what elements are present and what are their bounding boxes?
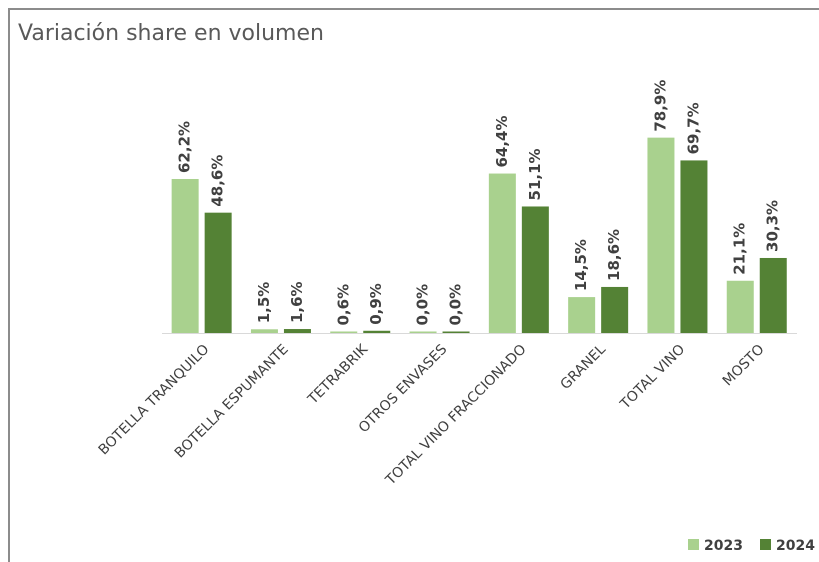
data-label: 78,9% bbox=[651, 80, 669, 132]
legend-swatch bbox=[688, 539, 699, 550]
bar bbox=[330, 331, 358, 333]
bar bbox=[488, 173, 516, 333]
bar bbox=[759, 257, 787, 333]
legend-swatch bbox=[760, 539, 771, 550]
data-label: 1,5% bbox=[255, 282, 273, 324]
data-label: 69,7% bbox=[684, 102, 702, 154]
bar bbox=[283, 329, 311, 333]
data-label: 21,1% bbox=[731, 223, 749, 275]
data-label: 0,0% bbox=[414, 284, 432, 326]
x-tick-label: TETRABRIK bbox=[304, 341, 371, 408]
bar bbox=[568, 297, 596, 333]
legend-label: 2023 bbox=[704, 538, 743, 554]
bar bbox=[171, 178, 199, 333]
data-label: 64,4% bbox=[493, 115, 511, 167]
data-label: 62,2% bbox=[176, 121, 194, 173]
data-label: 0,9% bbox=[367, 283, 385, 325]
bar bbox=[409, 331, 437, 333]
x-tick-label: TOTAL VINO bbox=[617, 342, 688, 413]
bar bbox=[250, 329, 278, 333]
bar bbox=[442, 331, 470, 333]
data-label: 51,1% bbox=[526, 148, 544, 200]
x-tick-label: GRANEL bbox=[558, 341, 610, 393]
x-tick-label: MOSTO bbox=[720, 342, 768, 390]
data-label: 1,6% bbox=[288, 281, 306, 323]
bar bbox=[647, 137, 675, 333]
data-label: 0,0% bbox=[447, 284, 465, 326]
data-label: 48,6% bbox=[209, 155, 227, 207]
data-label: 30,3% bbox=[764, 200, 782, 252]
legend-label: 2024 bbox=[776, 538, 815, 554]
bar bbox=[680, 160, 708, 333]
data-label: 14,5% bbox=[572, 239, 590, 291]
x-tick-label: OTROS ENVASES bbox=[356, 341, 451, 436]
bar bbox=[726, 280, 754, 333]
x-tick-label: TOTAL VINO FRACCIONADO bbox=[382, 342, 530, 490]
data-label: 18,6% bbox=[605, 229, 623, 281]
bar bbox=[601, 286, 629, 333]
chart-title: Variación share en volumen bbox=[18, 21, 324, 46]
bar bbox=[521, 206, 549, 333]
frame bbox=[8, 8, 819, 562]
data-label: 0,6% bbox=[334, 284, 352, 326]
bar bbox=[363, 330, 391, 333]
bar bbox=[204, 212, 232, 333]
